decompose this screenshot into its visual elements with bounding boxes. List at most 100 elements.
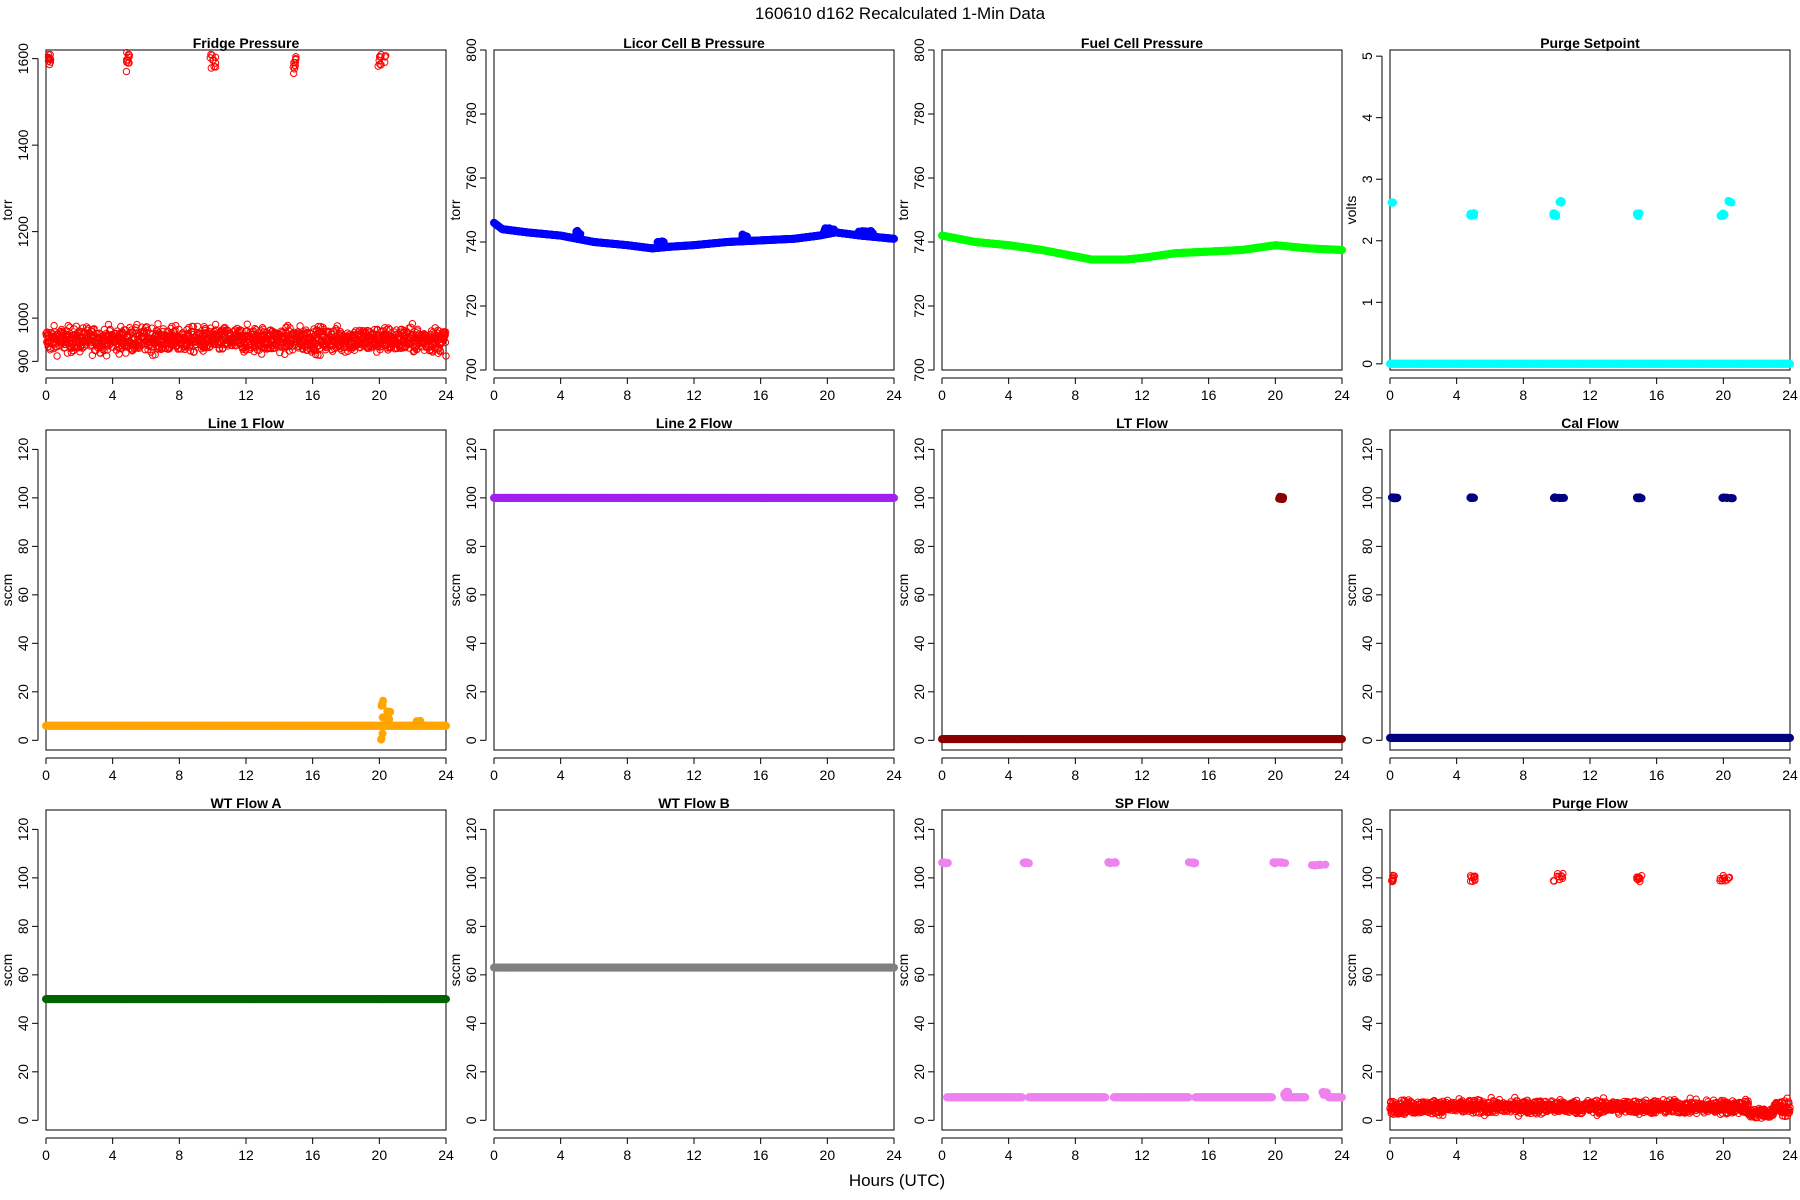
x-tick-label: 16 [753, 387, 769, 403]
panel-title: Fuel Cell Pressure [1081, 35, 1203, 51]
x-tick-label: 4 [557, 767, 565, 783]
y-tick-label: 2 [1359, 237, 1375, 245]
data-point [828, 227, 837, 236]
data-point [378, 729, 387, 738]
y-axis-label: volts [1343, 196, 1359, 225]
plot-frame [1389, 49, 1791, 371]
data-point [1786, 359, 1795, 368]
x-tick-label: 8 [623, 387, 631, 403]
data-point [284, 321, 292, 330]
y-tick-label: 40 [463, 635, 479, 651]
x-tick-label: 8 [175, 767, 183, 783]
y-tick-label: 60 [463, 587, 479, 603]
data-point [290, 341, 298, 350]
data-point [149, 351, 157, 359]
panel-title: Fridge Pressure [193, 35, 300, 51]
data-point [1556, 198, 1565, 207]
y-axis-label: sccm [0, 574, 15, 607]
x-tick-label: 20 [372, 767, 388, 783]
data-point [171, 326, 179, 334]
x-tick-label: 24 [438, 387, 454, 403]
data-point [1724, 197, 1733, 206]
x-tick-label: 0 [42, 767, 50, 783]
data-point [384, 710, 393, 719]
x-tick-label: 12 [238, 767, 254, 783]
series-points [42, 48, 450, 360]
series-points [938, 231, 1347, 264]
data-point [189, 322, 198, 331]
y-tick-label: 100 [463, 486, 479, 510]
x-tick-label: 4 [557, 387, 565, 403]
y-tick-label: 20 [463, 684, 479, 700]
series-points [489, 493, 899, 502]
plot-frame [941, 49, 1343, 371]
x-tick-label: 0 [938, 387, 946, 403]
data-point [377, 700, 386, 709]
x-tick-label: 16 [305, 387, 321, 403]
data-point [189, 348, 198, 356]
data-point [122, 349, 130, 357]
x-tick-label: 8 [1519, 387, 1527, 403]
data-point [79, 324, 87, 332]
x-tick-label: 0 [42, 387, 50, 403]
data-point [154, 320, 162, 328]
y-axis-label: sccm [447, 574, 463, 607]
x-tick-label: 12 [1582, 387, 1598, 403]
data-point [1634, 209, 1643, 218]
plot-frame [493, 429, 895, 751]
y-tick-label: 60 [15, 587, 31, 603]
y-tick-label: 780 [911, 102, 927, 126]
data-point [1466, 209, 1475, 218]
y-tick-label: 1600 [15, 43, 31, 74]
data-point [384, 717, 393, 726]
series-points [489, 218, 899, 253]
figure-title: 160610 d162 Recalculated 1-Min Data [755, 4, 1046, 23]
data-point [185, 323, 193, 332]
data-point [53, 352, 61, 360]
data-point [148, 324, 156, 332]
data-point [202, 344, 211, 352]
data-point [190, 348, 198, 356]
y-tick-label: 20 [15, 684, 31, 700]
data-point [50, 321, 58, 330]
data-point [854, 227, 863, 236]
y-tick-label: 760 [911, 166, 927, 190]
x-tick-label: 12 [1134, 387, 1150, 403]
data-point [151, 351, 159, 359]
data-point [890, 234, 899, 243]
x-tick-label: 12 [238, 387, 254, 403]
data-point [183, 325, 191, 334]
y-tick-label: 1200 [15, 216, 31, 247]
data-point [415, 718, 424, 727]
data-point [276, 348, 284, 357]
data-point [1338, 245, 1347, 254]
data-point [575, 230, 584, 239]
y-tick-label: 800 [463, 38, 479, 62]
x-tick-label: 24 [438, 767, 454, 783]
y-tick-label: 3 [1359, 175, 1375, 183]
data-point [1551, 211, 1560, 220]
data-point [441, 721, 450, 730]
x-tick-label: 16 [1201, 387, 1217, 403]
data-point [64, 321, 72, 330]
y-tick-label: 800 [911, 38, 927, 62]
x-tick-label: 0 [1386, 387, 1394, 403]
y-tick-label: 120 [15, 438, 31, 462]
x-tick-label: 0 [490, 767, 498, 783]
y-tick-label: 700 [463, 358, 479, 382]
data-point [242, 346, 250, 354]
data-point [1388, 198, 1397, 207]
data-point [252, 326, 260, 334]
x-tick-label: 8 [175, 387, 183, 403]
panel-title: Purge Setpoint [1540, 35, 1640, 51]
data-point [739, 232, 748, 241]
series-points [42, 696, 450, 744]
data-point [122, 67, 131, 76]
figure-xlabel: Hours (UTC) [849, 1171, 945, 1190]
data-point [258, 350, 266, 358]
